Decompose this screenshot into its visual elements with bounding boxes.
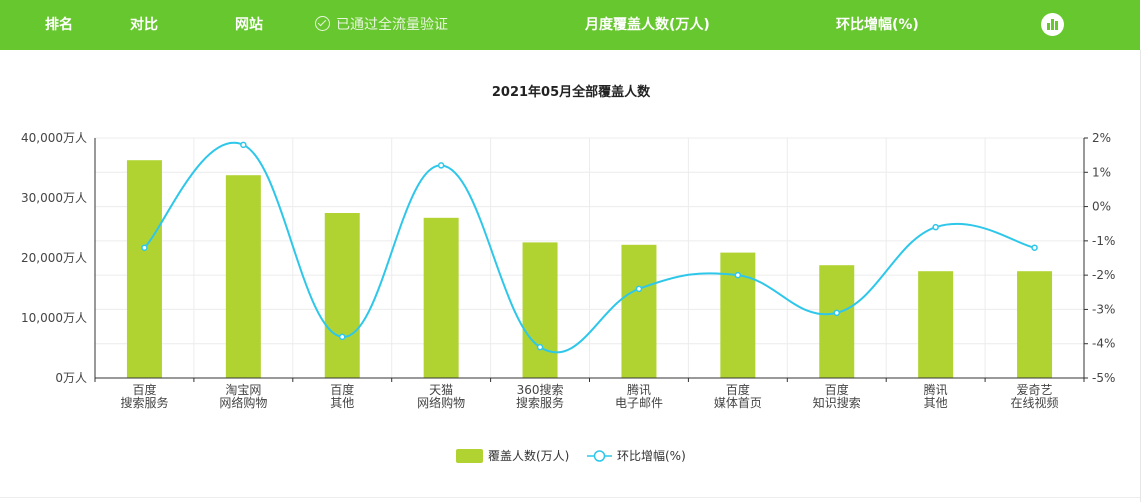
x-tick-label: 腾讯 [627,382,651,397]
change-point-7 [833,309,840,317]
change-point-6 [734,271,742,279]
x-tick-label: 其他 [330,396,354,410]
x-tick-label: 在线视频 [1011,395,1059,410]
change-point-2 [339,333,346,341]
legend-bar-label: 覆盖人数(万人) [488,448,569,463]
table-header-bar: 排名 对比 网站 已通过全流量验证 月度覆盖人数(万人) 环比增幅(%) [0,0,1140,50]
x-tick-label: 天猫 [429,383,453,397]
panel-bottom-border [0,497,1140,498]
x-tick-label: 爱奇艺 [1017,383,1053,397]
bar-6 [720,252,756,378]
change-point-9 [1031,244,1038,251]
right-tick-label: 2% [1092,131,1111,145]
verified-text: 已通过全流量验证 [336,17,448,33]
chart-title: 2021年05月全部覆盖人数 [492,84,651,100]
x-tick-label: 百度 [330,382,354,397]
x-tick-label: 360搜索 [517,382,564,397]
bar-9 [1017,271,1053,378]
x-tick-label: 百度 [132,382,156,397]
x-tick-label: 搜索服务 [516,395,564,410]
monthly-coverage-column-header[interactable]: 月度覆盖人数(万人) [585,17,710,33]
legend-bar-swatch [456,449,483,463]
change-point-3 [437,162,445,169]
right-tick-label: 1% [1092,165,1111,179]
change-point-1 [240,141,247,149]
compare-column-header[interactable]: 对比 [130,17,158,33]
x-tick-label: 百度 [825,382,849,397]
verified-status: 已通过全流量验证 [315,0,448,50]
left-tick-label: 20,000万人 [21,251,87,265]
left-tick-label: 10,000万人 [21,311,87,325]
right-tick-label: -1% [1092,234,1115,248]
bar-chart-icon[interactable] [1041,13,1064,36]
x-tick-label: 其他 [924,396,948,410]
bar-5 [621,244,657,378]
right-tick-label: -2% [1092,268,1115,282]
right-tick-label: -3% [1092,302,1115,316]
x-tick-label: 网络购物 [219,395,267,410]
change-point-8 [932,223,939,231]
change-point-5 [635,285,643,293]
rank-column-header[interactable]: 排名 [45,17,73,33]
change-point-4 [536,343,544,351]
legend-line-label: 环比增幅(%) [617,448,686,463]
bar-2 [324,213,360,378]
x-tick-label: 腾讯 [924,382,948,397]
left-tick-label: 30,000万人 [21,191,87,205]
change-rate-column-header[interactable]: 环比增幅(%) [836,17,919,33]
right-tick-label: -4% [1092,337,1115,351]
x-tick-label: 淘宝网 [225,383,261,397]
x-tick-label: 知识搜索 [813,395,861,410]
bar-4 [522,242,558,378]
coverage-chart: 2021年05月全部覆盖人数 0万人 10,000万人 20,000万人 30,000… [21,84,1115,463]
bar-0 [126,160,162,378]
change-point-0 [141,244,148,251]
left-tick-label: 0万人 [55,371,87,385]
x-tick-label: 百度 [726,382,750,397]
x-tick-label: 电子邮件 [615,396,663,410]
bar-1 [225,175,261,378]
bar-7 [819,265,855,378]
bar-8 [918,271,954,378]
legend-line-marker [593,450,606,462]
panel-border [1140,50,1141,502]
right-tick-label: -5% [1092,371,1115,385]
right-tick-label: 0% [1092,200,1111,214]
check-circle-icon [315,16,330,31]
site-column-header[interactable]: 网站 [235,17,263,33]
bar-3 [423,217,459,378]
x-tick-label: 媒体首页 [714,396,762,410]
x-tick-label: 网络购物 [417,395,465,410]
x-tick-label: 搜索服务 [120,395,168,410]
left-tick-label: 40,000万人 [21,131,87,145]
